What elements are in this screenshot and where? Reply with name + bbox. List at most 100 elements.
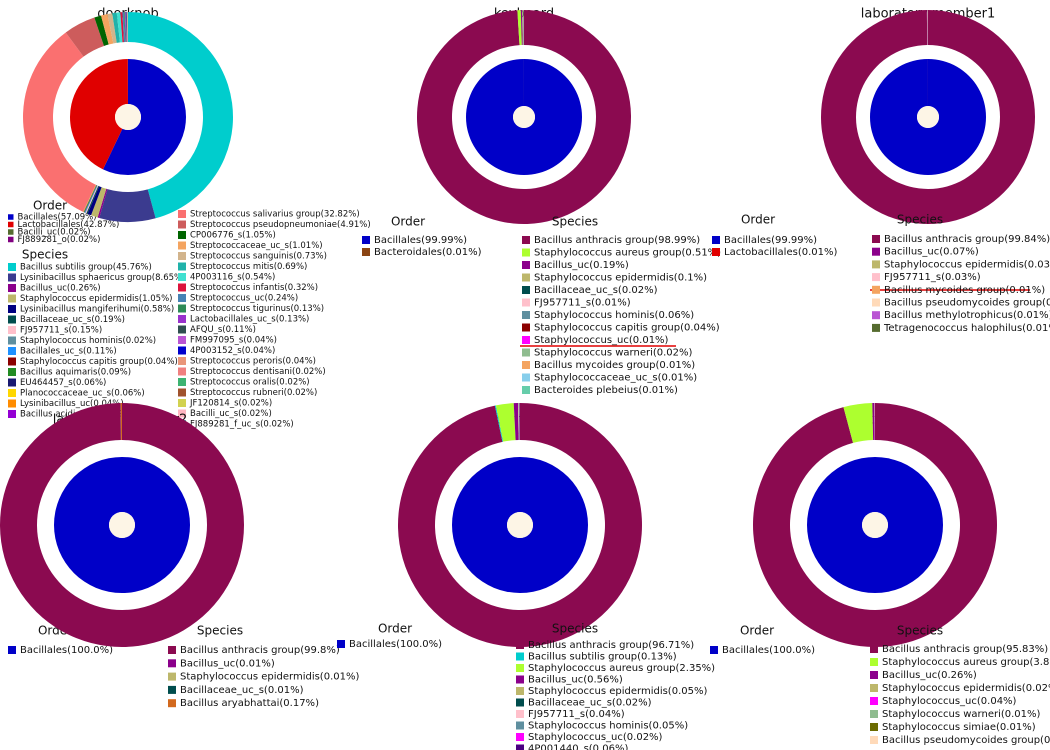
donut-slice (94, 15, 109, 46)
legend-swatch (516, 721, 524, 730)
legend-label: Staphylococcus hominis(0.06%) (534, 310, 694, 321)
legend-swatch (516, 733, 524, 741)
legend-swatch (870, 736, 878, 744)
legend-swatch (872, 298, 880, 307)
legend-label: Bacillales_uc_s(0.11%) (20, 347, 117, 357)
legend-swatch (178, 409, 186, 418)
legend-label: Streptococcus mitis(0.69%) (190, 262, 307, 272)
legend-label: Lysinibacillus mangiferihumi(0.58%) (20, 305, 174, 315)
legend-swatch (8, 347, 16, 355)
legend-swatch (872, 311, 880, 320)
legend-title: Order (741, 213, 775, 227)
legend-label: Bacteroides plebeius(0.01%) (534, 385, 678, 396)
legend-label: Bacillus_uc(0.19%) (534, 260, 629, 271)
legend-swatch (522, 311, 530, 319)
legend-label: Lysinibacillus_uc(0.04%) (20, 399, 124, 409)
legend-title: Order (33, 199, 67, 213)
legend-swatch (872, 273, 880, 282)
legend-label: Bacillus aryabhattai(0.17%) (180, 698, 319, 709)
donut-slice (85, 185, 98, 213)
legend-label: 4P001440_s(0.06%) (528, 744, 628, 750)
donut-slice (123, 12, 126, 43)
donut-slice (87, 186, 102, 216)
legend-label: JF120814_s(0.02%) (189, 399, 272, 409)
legend-label: Streptococcus dentisani(0.02%) (190, 367, 326, 377)
legend-swatch (8, 214, 14, 220)
legend-swatch (522, 248, 530, 257)
donut-slice (99, 189, 156, 222)
legend-label: Staphylococcus epidermidis(1.05%) (20, 294, 172, 304)
legend-label: Staphylococcus capitis group(0.04%) (20, 357, 178, 367)
legend-swatch (712, 248, 720, 256)
legend-swatch (362, 248, 370, 256)
legend-label: FJ889281_o(0.02%) (18, 235, 101, 245)
legend-label: Staphylococcus epidermidis(0.1%) (534, 273, 707, 284)
legend-label: Bacillus anthracis group(95.83%) (882, 644, 1048, 655)
donut-slice (0, 403, 245, 647)
donut-slice (122, 12, 126, 43)
legend-title: Species (552, 215, 598, 229)
donut-slice (54, 457, 190, 593)
donut-slice (522, 10, 524, 46)
legend-label: Streptococcus salivarius group(32.82%) (190, 210, 360, 220)
donut-slice (84, 185, 98, 213)
donut-slice (116, 12, 123, 43)
donut-slice (870, 59, 987, 175)
legend-label: Bacillaceae_uc_s(0.01%) (180, 685, 304, 696)
donut-hole (115, 104, 141, 130)
legend-swatch (522, 236, 530, 244)
legend-label: Bacillus_uc(0.07%) (884, 247, 979, 258)
legend-swatch (870, 658, 878, 666)
legend-label: Bacillales(99.99%) (374, 235, 467, 246)
legend-swatch (178, 294, 186, 302)
donut-hole (507, 512, 533, 538)
legend-swatch (178, 325, 186, 334)
donut-slice (125, 12, 127, 43)
donut-slice (519, 403, 520, 441)
legend-swatch (8, 236, 14, 243)
legend-swatch (522, 348, 530, 357)
legend-label: Bacillus_uc(0.01%) (180, 658, 275, 669)
donut-slice (466, 59, 583, 175)
legend-label: Bacillaceae_uc_s(0.02%) (534, 285, 658, 296)
legend-swatch (522, 298, 530, 307)
donut-slice (416, 10, 631, 224)
donut-slice (83, 184, 97, 213)
legend-label: Bacilli_uc(0.02%) (18, 228, 91, 238)
legend-label: Staphylococcus aureus group(3.81%) (882, 657, 1050, 668)
legend-swatch (178, 304, 186, 313)
legend-label: Bacillus_uc(0.26%) (20, 284, 101, 294)
legend-swatch (522, 323, 530, 332)
legend-swatch (178, 210, 186, 218)
legend-swatch (8, 646, 16, 654)
legend-swatch (872, 247, 880, 256)
chart-panel: laboratory member1OrderBacillales(99.99%… (712, 7, 1050, 334)
legend-label: Bacillales(100.0%) (349, 639, 442, 650)
legend-label: Staphylococcus hominis(0.02%) (20, 336, 156, 346)
legend-label: FJ957711_s(0.15%) (20, 326, 102, 336)
legend-swatch (168, 685, 176, 694)
donut-slice (872, 403, 875, 441)
legend-swatch (8, 294, 16, 303)
chart-panel: doorknobOrderBacillales(57.09%)Lactobaci… (8, 7, 371, 430)
legend-swatch (870, 671, 878, 679)
legend-label: CP006776_s(1.05%) (190, 231, 276, 241)
donut-slice (517, 10, 522, 46)
donut-slice (70, 59, 128, 170)
donut-slice (126, 12, 128, 43)
legend-swatch (8, 389, 16, 397)
legend-swatch (178, 241, 186, 250)
legend-swatch (8, 357, 16, 366)
legend-label: Lactobacillales(0.01%) (724, 247, 837, 258)
legend-label: Lactobacillales(42.87%) (18, 220, 120, 230)
donut-hole (862, 512, 888, 538)
legend-label: Staphylococcus epidermidis(0.02%) (882, 683, 1050, 694)
legend-title: Order (391, 215, 425, 229)
legend-swatch (8, 273, 16, 282)
donut-slice (100, 14, 114, 45)
legend-label: Streptococcus pseudopneumoniae(4.91%) (190, 220, 371, 230)
legend-swatch (516, 641, 524, 649)
legend-label: Bacillus anthracis group(98.99%) (534, 235, 700, 246)
legend-label: 4P003116_s(0.54%) (190, 273, 275, 283)
donut-slice (843, 403, 874, 443)
